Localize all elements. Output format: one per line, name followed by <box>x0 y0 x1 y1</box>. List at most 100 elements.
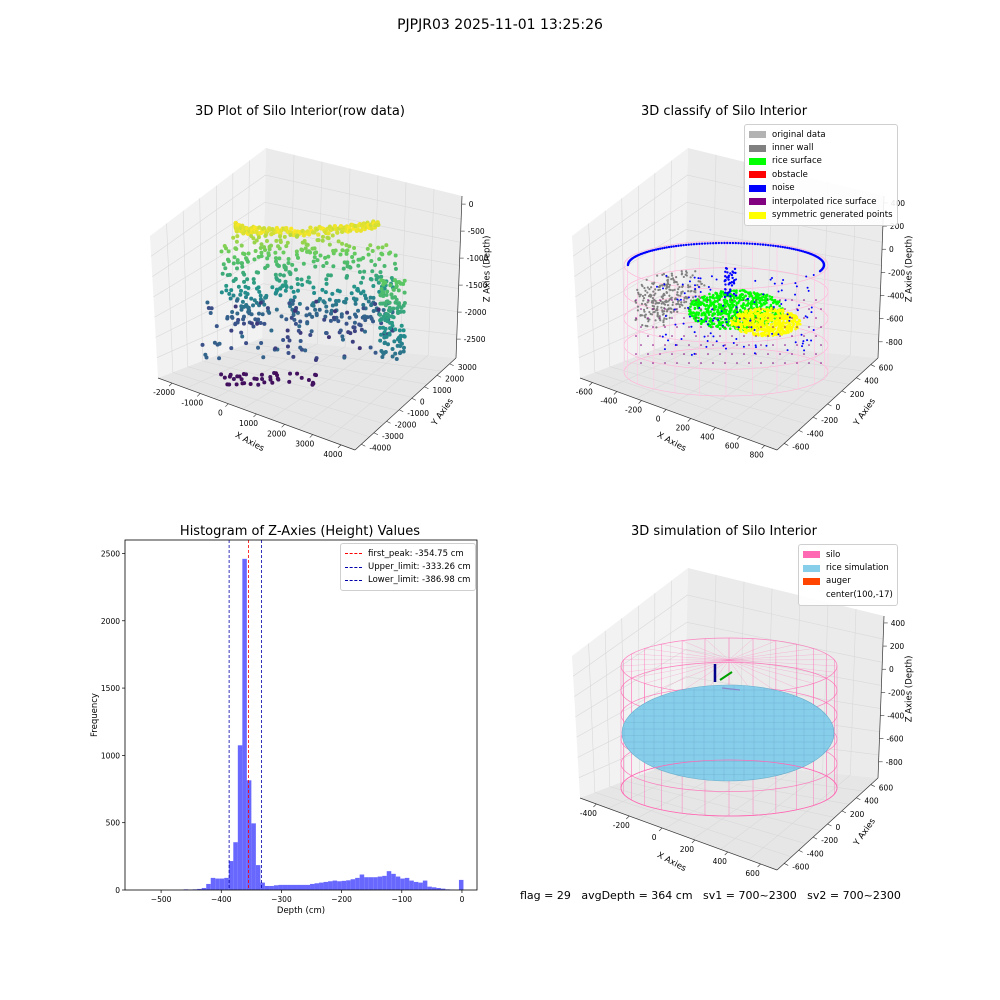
panel1-x-tick <box>253 413 257 418</box>
panel1-data-point <box>397 351 402 356</box>
panel4-y-tick-label: 0 <box>836 823 841 832</box>
panel1-data-point <box>399 341 404 346</box>
panel1-data-point <box>252 257 257 262</box>
legend-swatch <box>803 564 820 572</box>
panel2-inner-wall-point <box>640 302 644 305</box>
panel2-grid-line <box>604 210 611 367</box>
panel1-data-point <box>261 355 266 360</box>
panel1-data-point <box>374 273 379 278</box>
panel1-z-tick-label: -2000 <box>465 308 487 317</box>
panel1-z-tick-label: -1000 <box>467 254 489 263</box>
panel2-noise-point <box>692 243 696 246</box>
panel1-data-point <box>314 311 319 316</box>
panel3-title: Histogram of Z-Axies (Height) Values <box>179 524 421 539</box>
panel1-data-point <box>308 250 313 255</box>
panel1-data-point <box>402 290 407 295</box>
panel2-inner-wall-point <box>662 312 665 315</box>
panel2-inner-wall-point <box>685 274 688 277</box>
panel1-data-point <box>330 233 335 238</box>
panel1-data-point <box>391 315 396 320</box>
panel1-data-point <box>336 239 341 244</box>
panel2-rice-surface-point <box>689 305 692 308</box>
panel1-data-point <box>331 264 336 269</box>
panel2-inner-wall-point <box>670 272 673 275</box>
panel2-x-tick-label: -400 <box>600 397 617 406</box>
panel1-data-point <box>401 349 406 354</box>
panel2-rice-surface-point <box>760 298 764 302</box>
panel4-y-tick <box>798 850 803 853</box>
panel1-data-point <box>266 251 271 256</box>
panel1-data-point <box>255 286 260 291</box>
panel2-noise-point <box>687 243 690 246</box>
panel1-data-point <box>363 293 368 298</box>
panel2-inner-wall-point <box>652 299 655 302</box>
panel2-noise-point <box>661 247 664 250</box>
panel1-data-point <box>342 355 347 360</box>
panel2-rice-surface-point <box>727 324 730 327</box>
panel2-inner-wall-point <box>649 295 652 298</box>
panel1-data-point <box>226 249 231 254</box>
panel1-data-point <box>235 234 240 239</box>
panel4-y-tick <box>870 784 875 787</box>
panel2-noise-point <box>679 244 683 247</box>
panel1-data-point <box>262 302 267 307</box>
panel2-y-tick-label: 400 <box>864 377 879 386</box>
panel1-data-point <box>214 324 219 329</box>
panel2-inner-wall-point <box>669 310 672 314</box>
panel2-noise-point <box>651 249 654 252</box>
panel1-data-point <box>205 300 210 305</box>
panel1-data-point <box>382 330 387 335</box>
panel1-data-point <box>394 280 399 285</box>
panel1-data-point <box>236 284 241 289</box>
panel1-data-point <box>241 251 246 256</box>
panel1-data-point <box>295 276 300 281</box>
panel1-data-point <box>261 226 267 231</box>
panel2-inner-wall-point <box>675 276 678 279</box>
panel1-data-point <box>359 280 364 285</box>
panel1-data-point <box>253 317 258 322</box>
panel2-noise-point <box>712 241 715 245</box>
panel2-grid-line <box>720 352 823 430</box>
panel1-data-point <box>241 317 246 322</box>
panel1-data-point <box>393 253 398 258</box>
panel4-title: 3D simulation of Silo Interior <box>631 524 817 539</box>
panel1-data-point <box>309 329 314 334</box>
panel2-x-tick-label: 200 <box>676 424 691 433</box>
panel1-data-point <box>393 295 398 300</box>
panel1-data-point <box>290 301 295 306</box>
panel1-data-point <box>219 249 224 254</box>
panel2-x-axis-line <box>579 377 778 451</box>
panel1-data-point <box>252 376 257 381</box>
panel1-data-point <box>224 283 229 288</box>
panel2-rice-surface-point <box>764 299 767 302</box>
panel2-noise-point <box>776 245 780 248</box>
panel2-rice-surface-point <box>733 313 737 317</box>
panel2-inner-wall-point <box>639 313 642 317</box>
panel2-y-tick <box>827 403 832 407</box>
panel2-noise-point <box>665 246 668 249</box>
panel1-data-point <box>368 295 373 300</box>
panel2-inner-wall-point <box>662 292 666 295</box>
panel2-inner-wall-point <box>687 285 690 289</box>
panel1-data-point <box>234 239 239 244</box>
panel2-noise-point <box>684 243 688 247</box>
panel1-data-point <box>395 306 400 311</box>
panel1-data-point <box>284 244 289 249</box>
panel1-data-point <box>324 281 329 286</box>
panel1-data-point <box>281 273 286 278</box>
panel4-x-tick <box>593 803 597 808</box>
panel2-inner-wall-point <box>676 310 679 313</box>
panel1-data-point <box>274 287 279 292</box>
panel1-data-point <box>254 238 259 243</box>
panel1-grid-line <box>232 349 428 385</box>
panel2-title: 3D classify of Silo Interior <box>640 104 808 119</box>
panel1-data-point <box>292 295 297 300</box>
panel2-inner-wall-point <box>646 286 649 289</box>
panel2-grid-line <box>654 349 850 385</box>
panel2-legend-item: obstacle <box>749 168 893 181</box>
panel1-data-point <box>229 314 234 319</box>
legend-label: first_peak: -354.75 cm <box>368 548 464 559</box>
panel1-data-point <box>354 297 359 302</box>
legend-swatch <box>749 144 766 152</box>
panel2-z-tick-label: -800 <box>886 338 903 347</box>
